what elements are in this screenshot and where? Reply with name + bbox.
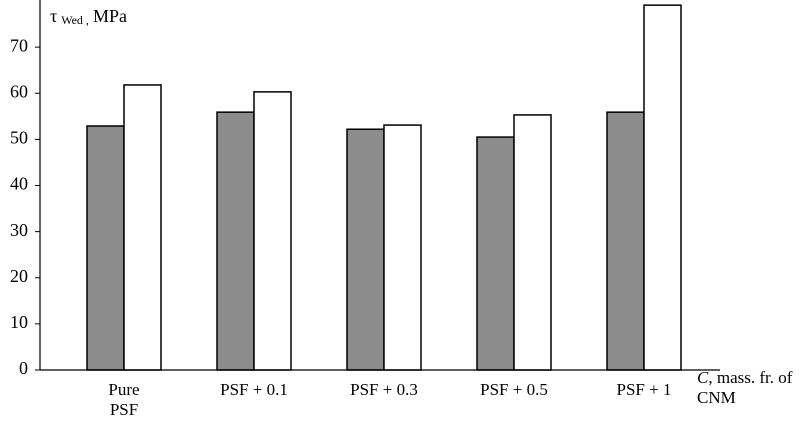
- y-tick-label: 30: [10, 220, 28, 240]
- bar: [253, 91, 292, 371]
- bar: [513, 114, 552, 371]
- y-label-subscript: Wed ,: [61, 13, 89, 27]
- bar: [216, 111, 255, 371]
- bar: [346, 128, 385, 371]
- bar: [383, 124, 422, 371]
- x-label-symbol: C: [697, 368, 709, 387]
- x-tick-label: PSF + 1: [616, 380, 672, 399]
- y-tick-label: 20: [10, 266, 28, 286]
- y-tick-label: 50: [10, 128, 28, 148]
- y-tick-label: 70: [10, 35, 28, 55]
- bar: [476, 136, 515, 371]
- bar: [86, 125, 125, 371]
- x-label-text: , mass. fr. of CNM: [697, 368, 793, 407]
- y-tick-label: 40: [10, 174, 28, 194]
- y-label-symbol: τ: [50, 6, 57, 26]
- bar: [606, 111, 645, 371]
- y-tick-label: 10: [10, 312, 28, 332]
- y-tick-label: 60: [10, 81, 28, 101]
- x-tick-label: PSF + 0.5: [480, 380, 548, 399]
- x-tick-label: PSF + 0.1: [220, 380, 288, 399]
- x-axis-label: C, mass. fr. of CNM: [697, 368, 797, 408]
- y-tick-label: 0: [19, 358, 28, 378]
- y-axis-label: τ Wed , MPa: [50, 6, 127, 27]
- x-tick-label: PSF + 0.3: [350, 380, 418, 399]
- bar: [123, 84, 162, 371]
- y-label-unit: MPa: [93, 6, 127, 26]
- bar: [643, 4, 682, 371]
- x-tick-label: Pure PSF: [108, 380, 140, 419]
